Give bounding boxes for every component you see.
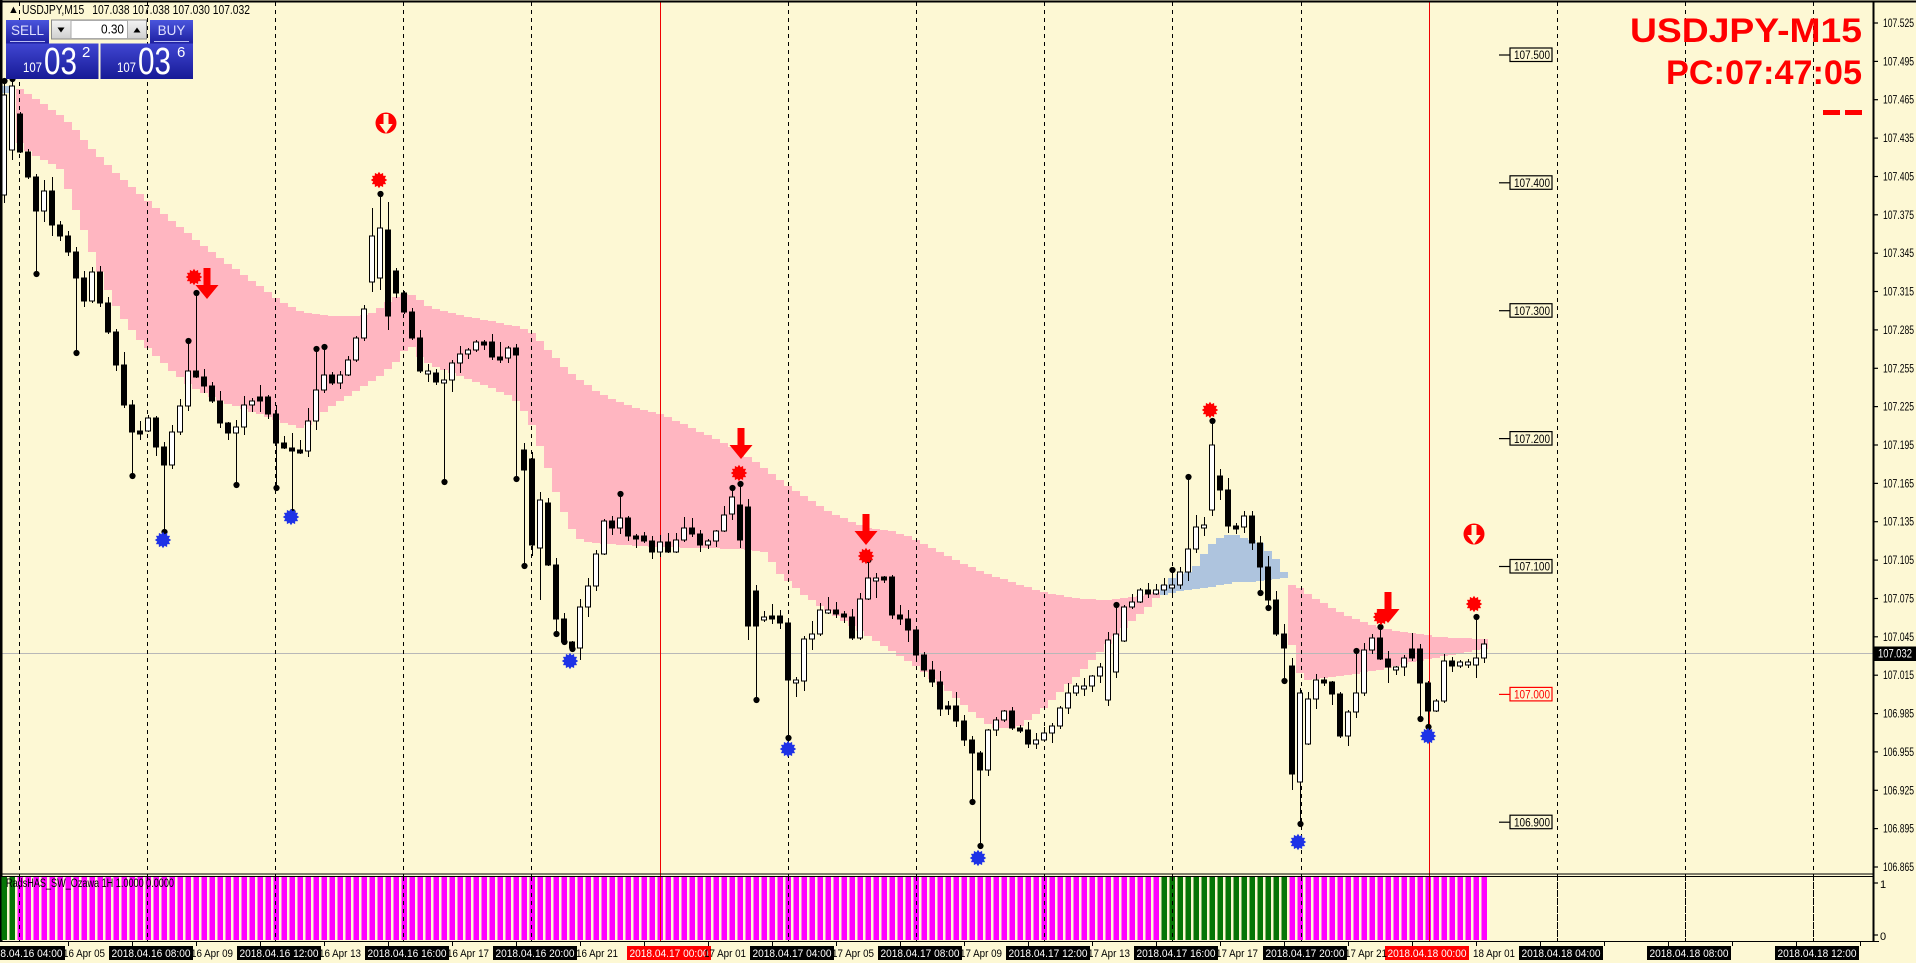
svg-text:107.345: 107.345 (1883, 248, 1914, 260)
svg-text:03: 03 (138, 41, 171, 83)
svg-text:2018.04.17 20:00: 2018.04.17 20:00 (1266, 948, 1345, 960)
svg-text:107.032: 107.032 (1878, 649, 1912, 661)
svg-text:107.075: 107.075 (1883, 594, 1914, 606)
svg-text:SELL: SELL (11, 23, 45, 38)
svg-text:107.015: 107.015 (1883, 670, 1914, 682)
svg-text:107.400: 107.400 (1514, 178, 1550, 190)
svg-text:16 Apr 13: 16 Apr 13 (319, 948, 361, 960)
svg-text:2018.04.16 20:00: 2018.04.16 20:00 (496, 948, 575, 960)
svg-text:16 Apr 05: 16 Apr 05 (63, 948, 105, 960)
svg-text:2018.04.18 08:00: 2018.04.18 08:00 (1650, 948, 1729, 960)
svg-text:17 Apr 09: 17 Apr 09 (960, 948, 1002, 960)
svg-text:2018.04.18 04:00: 2018.04.18 04:00 (1522, 948, 1601, 960)
svg-text:16 Apr 21: 16 Apr 21 (576, 948, 618, 960)
svg-text:107.405: 107.405 (1883, 172, 1914, 184)
svg-text:2: 2 (82, 44, 90, 61)
svg-text:17 Apr 01: 17 Apr 01 (704, 948, 746, 960)
svg-text:2018.04.17 04:00: 2018.04.17 04:00 (753, 948, 832, 960)
svg-text:107.435: 107.435 (1883, 133, 1914, 145)
svg-text:2018.04.17 16:00: 2018.04.17 16:00 (1137, 948, 1216, 960)
svg-text:107: 107 (23, 60, 42, 75)
svg-text:6: 6 (177, 44, 185, 61)
svg-text:2018.04.16 04:00: 2018.04.16 04:00 (0, 948, 63, 960)
svg-text:107.165: 107.165 (1883, 478, 1914, 490)
svg-text:2018.04.17 08:00: 2018.04.17 08:00 (881, 948, 960, 960)
svg-text:107.255: 107.255 (1883, 363, 1914, 375)
svg-text:107: 107 (117, 60, 136, 75)
svg-text:17 Apr 17: 17 Apr 17 (1216, 948, 1258, 960)
svg-text:106.955: 106.955 (1883, 747, 1914, 759)
svg-text:106.985: 106.985 (1883, 709, 1914, 721)
svg-text:106.865: 106.865 (1883, 862, 1914, 874)
svg-text:17 Apr 05: 17 Apr 05 (832, 948, 874, 960)
svg-text:107.000: 107.000 (1514, 690, 1550, 702)
svg-text:107.495: 107.495 (1883, 56, 1914, 68)
svg-text:107.300: 107.300 (1514, 306, 1550, 318)
svg-text:107.195: 107.195 (1883, 440, 1914, 452)
svg-text:107.135: 107.135 (1883, 517, 1914, 529)
svg-text:2018.04.18 00:00: 2018.04.18 00:00 (1388, 948, 1467, 960)
svg-text:USDJPY-M15: USDJPY-M15 (1630, 12, 1862, 50)
svg-text:107.375: 107.375 (1883, 210, 1914, 222)
svg-text:RadsHAS_SW_Ozawa 1H 1.0000 0.0: RadsHAS_SW_Ozawa 1H 1.0000 0.0000 (6, 878, 174, 890)
svg-text:0: 0 (1880, 931, 1886, 943)
svg-text:107.465: 107.465 (1883, 95, 1914, 107)
svg-text:2018.04.17 12:00: 2018.04.17 12:00 (1009, 948, 1088, 960)
svg-text:0.30: 0.30 (101, 22, 124, 37)
svg-text:106.900: 106.900 (1514, 818, 1550, 830)
svg-text:17 Apr 13: 17 Apr 13 (1088, 948, 1130, 960)
svg-text:PC:07:47:05: PC:07:47:05 (1666, 54, 1862, 92)
svg-text:16 Apr 17: 16 Apr 17 (447, 948, 489, 960)
svg-text:107.525: 107.525 (1883, 18, 1914, 30)
svg-text:17 Apr 21: 17 Apr 21 (1345, 948, 1387, 960)
svg-text:107.315: 107.315 (1883, 287, 1914, 299)
svg-text:106.925: 106.925 (1883, 785, 1914, 797)
svg-text:USDJPY,M15 107.038 107.038 10: USDJPY,M15 107.038 107.038 107.030 107.0… (22, 3, 250, 17)
svg-text:2018.04.16 08:00: 2018.04.16 08:00 (112, 948, 191, 960)
svg-text:16 Apr 09: 16 Apr 09 (191, 948, 233, 960)
svg-text:BUY: BUY (158, 23, 186, 38)
svg-text:18 Apr 01: 18 Apr 01 (1473, 948, 1515, 960)
svg-text:2018.04.18 12:00: 2018.04.18 12:00 (1778, 948, 1857, 960)
svg-text:2018.04.16 12:00: 2018.04.16 12:00 (240, 948, 319, 960)
svg-text:1: 1 (1880, 879, 1886, 891)
svg-text:2018.04.17 00:00: 2018.04.17 00:00 (630, 948, 709, 960)
svg-text:107.225: 107.225 (1883, 402, 1914, 414)
svg-text:107.285: 107.285 (1883, 325, 1914, 337)
svg-text:107.200: 107.200 (1514, 434, 1550, 446)
svg-text:107.045: 107.045 (1883, 632, 1914, 644)
svg-text:107.100: 107.100 (1514, 562, 1550, 574)
svg-text:107.500: 107.500 (1514, 50, 1550, 62)
svg-text:106.895: 106.895 (1883, 824, 1914, 836)
svg-text:03: 03 (44, 41, 77, 83)
svg-text:2018.04.16 16:00: 2018.04.16 16:00 (368, 948, 447, 960)
svg-text:▲: ▲ (8, 4, 19, 16)
svg-text:107.105: 107.105 (1883, 555, 1914, 567)
